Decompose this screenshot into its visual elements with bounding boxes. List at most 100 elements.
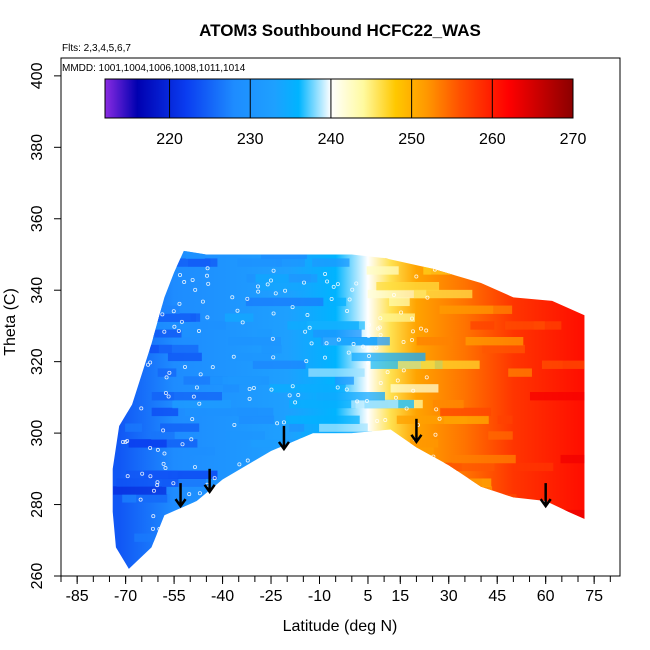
sample-point bbox=[366, 333, 371, 338]
heatmap-strip bbox=[542, 289, 575, 299]
sample-point bbox=[260, 483, 265, 488]
heatmap-strip bbox=[416, 549, 448, 558]
sample-point bbox=[434, 407, 439, 412]
sample-point bbox=[333, 530, 338, 535]
heatmap-strip bbox=[351, 352, 426, 362]
x-axis: -85 -70 -55 -40 -25 -10 5 15 30 45 60 75 bbox=[60, 576, 611, 605]
sample-point bbox=[421, 490, 426, 495]
x-tick-label: -70 bbox=[114, 588, 137, 605]
heatmap-strip bbox=[366, 266, 399, 275]
sample-point bbox=[307, 325, 312, 330]
heatmap-strip bbox=[439, 305, 494, 314]
sample-point bbox=[189, 437, 194, 442]
heatmap-strip bbox=[118, 305, 180, 314]
heatmap-strip bbox=[182, 502, 242, 511]
sample-point bbox=[260, 484, 265, 489]
sample-point bbox=[146, 362, 151, 367]
sample-point bbox=[389, 456, 394, 461]
sample-point bbox=[344, 387, 349, 392]
sample-point bbox=[194, 385, 199, 390]
sample-point bbox=[375, 418, 380, 423]
sample-point bbox=[340, 499, 345, 504]
sample-point bbox=[245, 458, 250, 463]
heatmap-strip bbox=[294, 541, 357, 550]
sample-point bbox=[182, 280, 187, 285]
y-axis: 260 280 300 320 340 360 380 400 bbox=[29, 62, 61, 589]
sample-point bbox=[190, 417, 195, 422]
sample-point bbox=[235, 308, 240, 313]
heatmap-strip bbox=[334, 376, 354, 385]
heatmap-strip bbox=[224, 313, 254, 322]
heatmap-strip bbox=[147, 470, 218, 479]
y-tick-label: 340 bbox=[29, 277, 46, 304]
sample-point bbox=[293, 400, 298, 405]
heatmap-strip bbox=[252, 360, 306, 369]
sample-point bbox=[125, 474, 130, 479]
sample-point bbox=[290, 384, 295, 389]
heatmap-strip bbox=[289, 423, 305, 432]
heatmap-strip bbox=[162, 478, 206, 487]
sample-point bbox=[252, 528, 257, 533]
sample-point bbox=[329, 296, 334, 301]
sample-point bbox=[149, 297, 154, 302]
heatmap-strip bbox=[410, 439, 439, 448]
heatmap-strip bbox=[402, 517, 452, 527]
sample-point bbox=[151, 488, 156, 493]
heatmap-strip bbox=[157, 368, 177, 377]
sample-point bbox=[428, 503, 433, 508]
colorbar-tick-label: 230 bbox=[237, 131, 264, 148]
sample-point bbox=[290, 305, 295, 310]
sample-point bbox=[271, 311, 276, 316]
sample-point bbox=[357, 472, 362, 477]
heatmap-strip bbox=[423, 266, 475, 275]
sample-point bbox=[161, 461, 166, 466]
sample-point bbox=[256, 513, 261, 518]
x-tick-label: 15 bbox=[391, 588, 409, 605]
heatmap-strip bbox=[416, 337, 453, 346]
heatmap-strip bbox=[114, 313, 191, 322]
sample-point bbox=[411, 388, 416, 393]
heatmap-strip bbox=[432, 399, 464, 409]
heatmap-strip bbox=[288, 274, 318, 283]
sample-point bbox=[303, 329, 308, 334]
sample-point bbox=[350, 287, 355, 292]
sample-point bbox=[358, 461, 363, 466]
sample-point bbox=[300, 482, 305, 487]
colorbar-tick-label: 260 bbox=[479, 131, 506, 148]
sample-point bbox=[399, 310, 404, 315]
sample-point bbox=[321, 491, 326, 496]
sample-point bbox=[385, 370, 390, 375]
sample-point bbox=[182, 364, 187, 369]
sample-point bbox=[285, 471, 290, 476]
sample-point bbox=[198, 372, 203, 377]
sample-point bbox=[433, 529, 438, 534]
heatmap-strip bbox=[379, 313, 415, 322]
sample-point bbox=[166, 394, 171, 399]
heatmap-strip bbox=[259, 517, 296, 527]
heatmap-strip bbox=[136, 494, 168, 503]
heatmap-strip bbox=[541, 360, 585, 369]
sample-point bbox=[324, 341, 329, 346]
heatmap-strip bbox=[336, 525, 379, 534]
heatmap-strip bbox=[505, 321, 545, 330]
flights-subtitle: Flts: 2,3,4,5,6,7 bbox=[62, 43, 131, 54]
heatmap-strip bbox=[126, 470, 178, 479]
sample-point bbox=[136, 294, 141, 299]
sample-point bbox=[251, 385, 256, 390]
sample-point bbox=[252, 500, 257, 505]
sample-point bbox=[340, 495, 345, 500]
heatmap-strip bbox=[376, 281, 440, 291]
sample-point bbox=[410, 329, 415, 334]
sample-point bbox=[192, 465, 197, 470]
sample-point bbox=[148, 445, 153, 450]
sample-point bbox=[437, 416, 442, 421]
y-tick-label: 400 bbox=[29, 62, 46, 89]
sample-point bbox=[200, 299, 205, 304]
sample-point bbox=[237, 462, 242, 467]
heatmap-strip bbox=[488, 502, 513, 511]
sample-point bbox=[119, 349, 124, 354]
heatmap-strip bbox=[238, 415, 275, 424]
heatmap-strip bbox=[275, 517, 327, 527]
sample-point bbox=[229, 526, 234, 531]
sample-point bbox=[255, 284, 260, 289]
